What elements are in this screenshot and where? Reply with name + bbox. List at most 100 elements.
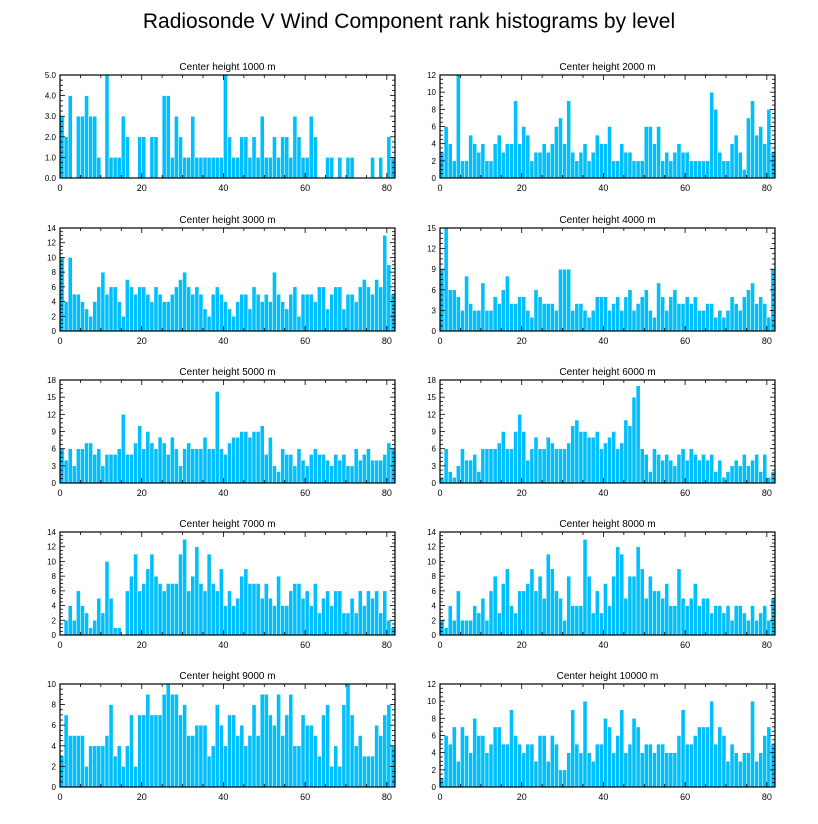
bar <box>370 293 375 332</box>
bar <box>468 303 473 332</box>
bar <box>345 293 351 332</box>
bar <box>725 761 731 788</box>
bar <box>631 575 637 636</box>
bar <box>308 115 314 179</box>
bar <box>67 95 73 179</box>
bar <box>684 152 690 179</box>
bar <box>362 454 367 484</box>
bar <box>505 275 510 332</box>
x-tick-label: 60 <box>680 336 690 346</box>
bar <box>733 605 739 636</box>
bar <box>239 724 245 788</box>
y-tick-label: 12 <box>427 71 436 80</box>
bar <box>67 257 73 332</box>
bar <box>178 553 183 636</box>
x-tick-label: 60 <box>300 792 310 802</box>
x-tick-label: 20 <box>137 792 147 802</box>
bar <box>170 583 175 636</box>
bar <box>611 752 616 788</box>
bar <box>472 310 478 332</box>
bar <box>349 714 355 788</box>
y-tick-label: 8 <box>52 701 57 710</box>
y-tick-label: 2.0 <box>45 133 57 142</box>
bar <box>586 317 592 332</box>
bar <box>214 590 220 636</box>
bar <box>280 448 285 484</box>
x-tick-label: 40 <box>598 640 608 650</box>
y-tick-label: 3 <box>432 462 437 471</box>
bar <box>533 436 539 484</box>
x-tick-label: 0 <box>437 336 442 346</box>
bar <box>313 448 318 484</box>
bar <box>578 431 584 484</box>
bar <box>533 152 539 179</box>
bar <box>660 296 665 332</box>
bar <box>219 568 224 636</box>
bar <box>88 745 93 788</box>
bar <box>443 227 449 332</box>
y-tick-label: 10 <box>427 557 436 566</box>
bar <box>574 303 580 332</box>
bar <box>492 726 498 788</box>
y-tick-label: 14 <box>427 528 436 537</box>
bar <box>141 286 147 332</box>
bar <box>300 157 306 179</box>
x-tick-label: 60 <box>300 640 310 650</box>
bar <box>63 714 69 788</box>
x-tick-label: 0 <box>57 792 62 802</box>
bar <box>648 743 653 788</box>
bar <box>554 448 559 484</box>
bar <box>296 745 302 788</box>
bar <box>582 539 588 636</box>
bar <box>268 714 273 788</box>
bar <box>705 597 710 636</box>
y-tick-label: 0.0 <box>45 174 57 183</box>
bar <box>472 718 478 788</box>
bar <box>644 597 649 636</box>
bar <box>668 459 674 484</box>
bar <box>509 303 514 332</box>
bar <box>693 583 698 636</box>
bar <box>574 605 580 636</box>
bar <box>362 755 367 788</box>
bar <box>108 454 114 484</box>
bar <box>304 293 310 332</box>
bar <box>480 448 486 484</box>
bar <box>182 539 187 636</box>
bar <box>452 477 457 484</box>
bar <box>137 425 142 484</box>
bar <box>594 296 600 332</box>
bar <box>366 755 371 788</box>
panel-9: Center height 9000 m 0 2 4 6 8 10 0 20 40 60 80 <box>47 671 396 802</box>
bar <box>476 310 482 332</box>
bar <box>599 743 604 788</box>
bar <box>223 605 228 636</box>
bar <box>112 454 118 484</box>
bar <box>615 735 621 788</box>
bar <box>762 605 768 636</box>
bar <box>239 575 245 636</box>
y-tick-label: 8 <box>52 268 57 277</box>
bar <box>668 160 674 179</box>
bar <box>623 752 629 788</box>
bar <box>672 605 678 636</box>
bar <box>190 293 196 332</box>
bar <box>541 735 547 788</box>
x-tick-label: 40 <box>218 183 228 193</box>
bar <box>292 745 298 788</box>
bar <box>472 143 478 179</box>
bar <box>688 597 694 636</box>
y-tick-label: 4 <box>432 749 437 758</box>
bar <box>235 597 241 636</box>
y-tick-label: 4 <box>432 140 437 149</box>
bar <box>525 743 531 788</box>
bar <box>496 442 502 484</box>
bar <box>378 735 383 788</box>
bar <box>566 575 571 636</box>
x-tick-label: 0 <box>437 792 442 802</box>
bar <box>149 136 155 179</box>
y-tick-label: 6 <box>52 283 57 292</box>
bar <box>157 293 163 332</box>
bar <box>382 235 388 332</box>
bar <box>762 735 768 788</box>
